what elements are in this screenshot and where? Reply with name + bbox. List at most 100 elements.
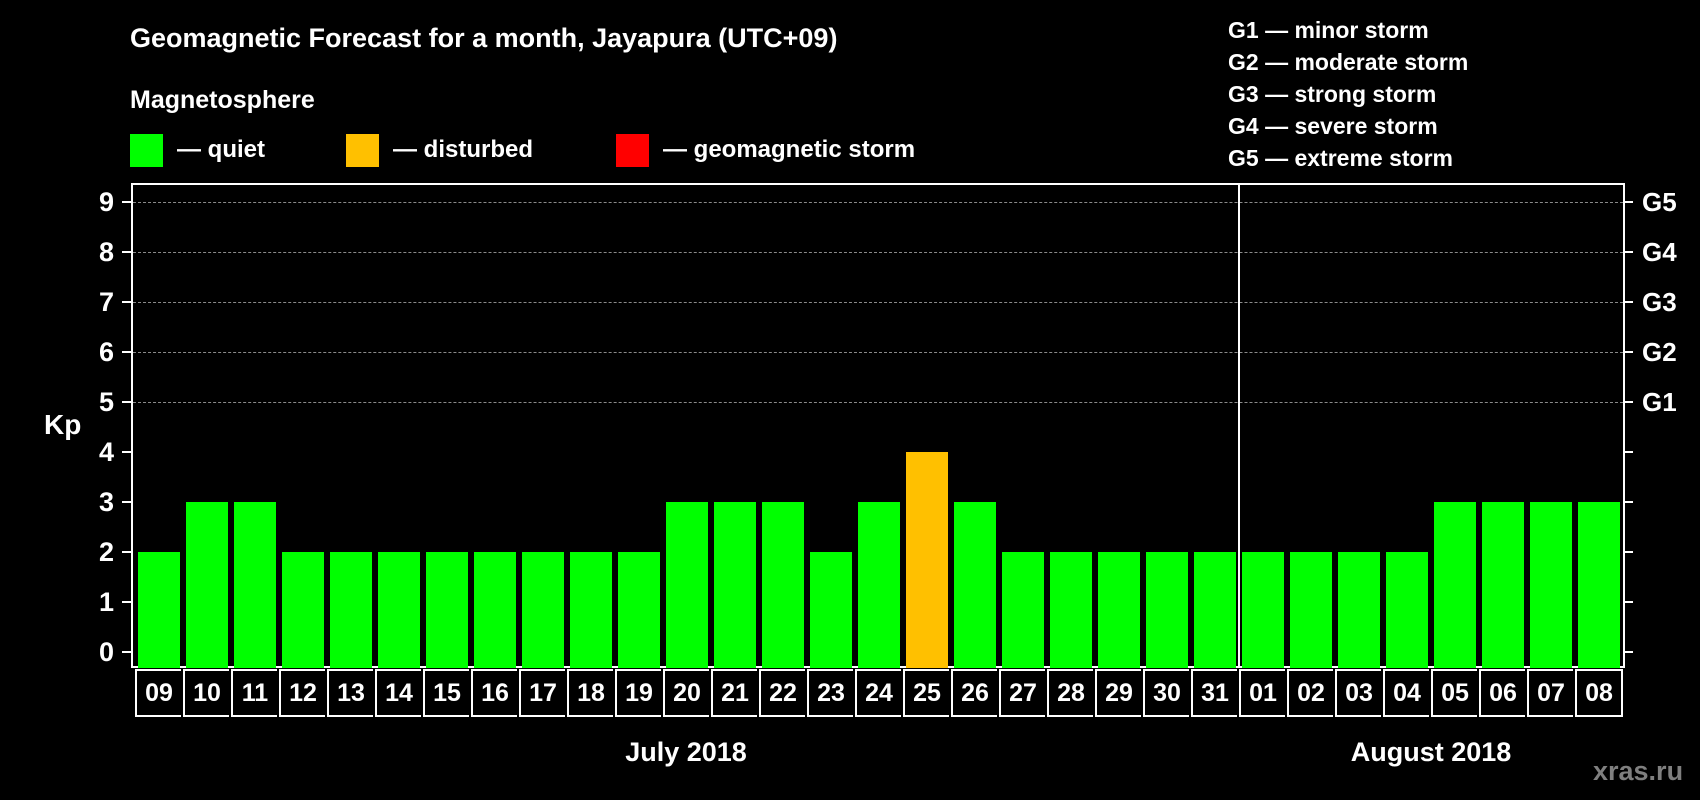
kp-bar — [666, 502, 708, 668]
kp-bar — [1290, 552, 1332, 668]
kp-bar — [1146, 552, 1188, 668]
kp-bar — [570, 552, 612, 668]
day-label: 16 — [471, 669, 517, 717]
kp-bar — [906, 452, 948, 668]
y-tick — [122, 451, 131, 453]
day-label: 11 — [231, 669, 277, 717]
storm-scale-legend: G1 — minor storm G2 — moderate storm G3 … — [1228, 14, 1468, 174]
y-tick-label: 0 — [98, 637, 114, 667]
day-label: 15 — [423, 669, 469, 717]
kp-bar — [714, 502, 756, 668]
right-tick — [1625, 551, 1633, 553]
month-label-august: August 2018 — [1350, 737, 1512, 767]
y-tick — [122, 501, 131, 503]
y-axis-label: Kp — [44, 409, 82, 440]
y-tick-label: 8 — [98, 237, 114, 267]
month-divider — [1238, 183, 1240, 668]
storm-level-label: G4 — [1642, 237, 1677, 267]
legend-item-disturbed: — disturbed — [346, 133, 533, 167]
kp-bar — [474, 552, 516, 668]
day-label: 14 — [375, 669, 421, 717]
kp-bar — [858, 502, 900, 668]
legend-label: — disturbed — [393, 136, 534, 163]
kp-bar — [282, 552, 324, 668]
day-label: 12 — [279, 669, 325, 717]
kp-bar — [1578, 502, 1620, 668]
day-label: 23 — [807, 669, 853, 717]
storm-level-label: G3 — [1642, 287, 1677, 317]
kp-bar — [618, 552, 660, 668]
right-tick — [1625, 251, 1633, 253]
kp-bar — [1530, 502, 1572, 668]
kp-bar — [138, 552, 180, 668]
kp-bar — [522, 552, 564, 668]
day-label: 22 — [759, 669, 805, 717]
kp-bar — [1242, 552, 1284, 668]
kp-bar — [954, 502, 996, 668]
kp-bar — [378, 552, 420, 668]
day-label: 03 — [1335, 669, 1381, 717]
day-label: 07 — [1527, 669, 1573, 717]
day-label: 21 — [711, 669, 757, 717]
y-tick — [122, 601, 131, 603]
kp-bar — [1194, 552, 1236, 668]
day-label: 06 — [1479, 669, 1525, 717]
storm-scale-g5: G5 — extreme storm — [1228, 145, 1453, 171]
watermark: xras.ru — [1593, 756, 1684, 786]
right-tick — [1625, 351, 1633, 353]
y-tick — [122, 551, 131, 553]
gridline — [133, 302, 1623, 303]
y-tick-label: 2 — [98, 537, 114, 567]
storm-scale-g4: G4 — severe storm — [1228, 113, 1438, 139]
kp-bar — [1482, 502, 1524, 668]
y-tick-label: 4 — [98, 437, 114, 467]
y-tick — [122, 201, 131, 203]
y-tick — [122, 251, 131, 253]
storm-level-label: G2 — [1642, 337, 1677, 367]
legend-label: — geomagnetic storm — [663, 136, 916, 163]
kp-bar — [762, 502, 804, 668]
kp-bar — [426, 552, 468, 668]
day-label: 01 — [1239, 669, 1285, 717]
kp-bar — [1386, 552, 1428, 668]
disturbed-swatch-icon — [346, 133, 379, 167]
day-label: 09 — [135, 669, 181, 717]
gridline — [133, 352, 1623, 353]
kp-bar — [1050, 552, 1092, 668]
legend-item-storm: — geomagnetic storm — [616, 133, 915, 167]
day-label: 25 — [903, 669, 949, 717]
storm-scale-g1: G1 — minor storm — [1228, 17, 1429, 43]
y-tick — [122, 651, 131, 653]
day-label: 24 — [855, 669, 901, 717]
kp-bar — [810, 552, 852, 668]
day-label: 27 — [999, 669, 1045, 717]
right-tick — [1625, 401, 1633, 403]
kp-bar — [1098, 552, 1140, 668]
day-label: 30 — [1143, 669, 1189, 717]
y-tick-label: 3 — [98, 487, 114, 517]
y-tick — [122, 401, 131, 403]
day-label: 10 — [183, 669, 229, 717]
right-tick — [1625, 601, 1633, 603]
legend-label: — quiet — [177, 136, 265, 163]
y-tick-label: 9 — [98, 187, 114, 217]
y-tick-label: 7 — [98, 287, 114, 317]
day-label: 19 — [615, 669, 661, 717]
gridline — [133, 402, 1623, 403]
y-tick — [122, 301, 131, 303]
day-label: 13 — [327, 669, 373, 717]
legend-heading: Magnetosphere — [130, 86, 315, 114]
storm-level-label: G5 — [1642, 187, 1677, 217]
y-tick-label: 1 — [98, 587, 114, 617]
gridline — [133, 202, 1623, 203]
y-tick-label: 5 — [98, 387, 114, 417]
kp-bar — [330, 552, 372, 668]
gridline — [133, 252, 1623, 253]
kp-bar — [1002, 552, 1044, 668]
right-tick — [1625, 301, 1633, 303]
day-label: 31 — [1191, 669, 1237, 717]
day-label: 08 — [1575, 669, 1623, 717]
day-label: 04 — [1383, 669, 1429, 717]
day-label: 05 — [1431, 669, 1477, 717]
day-label: 29 — [1095, 669, 1141, 717]
